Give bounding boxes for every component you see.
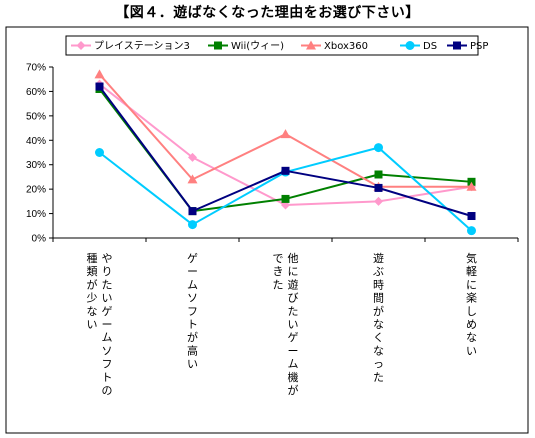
- legend-entry: DS: [400, 41, 437, 52]
- data-point: [467, 212, 476, 221]
- data-point: [281, 166, 290, 175]
- category-label-column: できた: [273, 252, 284, 291]
- category-label-column: 気軽に楽しめない: [466, 251, 477, 357]
- category-label: 遊ぶ時間がなくなった: [373, 251, 384, 384]
- legend-swatch-marker: [453, 41, 461, 50]
- y-tick-label: 20%: [26, 185, 46, 196]
- y-tick-label: 70%: [26, 63, 46, 74]
- legend-box: [65, 35, 479, 56]
- legend-swatch-marker: [214, 41, 222, 50]
- plot-area: [94, 69, 477, 236]
- data-point: [95, 148, 104, 157]
- data-point: [374, 143, 383, 153]
- category-label-column: 遊ぶ時間がなくなった: [373, 251, 384, 384]
- legend-label: プレイステーション3: [94, 40, 190, 52]
- category-label-column: やりたいゲームソフトの: [102, 252, 113, 397]
- data-point: [187, 174, 198, 184]
- data-point: [281, 194, 290, 203]
- legend-entry: プレイステーション3: [71, 40, 190, 52]
- legend-entry: Xbox360: [301, 40, 368, 52]
- series-5: [95, 82, 476, 221]
- category-label: 気軽に楽しめない: [466, 251, 477, 357]
- data-point: [188, 152, 197, 162]
- legend-swatch-marker: [76, 41, 86, 50]
- legend-label: PSP: [470, 41, 488, 52]
- data-point: [280, 129, 291, 139]
- category-label-column: ゲームソフトが高い: [187, 252, 198, 371]
- legend-label: Xbox360: [324, 41, 368, 52]
- y-axis: 0% 10% 20% 30% 40% 50% 60% 70%: [26, 63, 54, 245]
- category-label-column: 他に遊びたいゲーム機が: [288, 252, 299, 397]
- category-label: ゲームソフトが高い: [187, 252, 198, 371]
- data-point: [94, 69, 105, 79]
- y-tick-label: 40%: [26, 136, 46, 147]
- category-label-column: 種類が少ない: [87, 251, 98, 331]
- data-point: [374, 196, 383, 206]
- legend-entry: PSP: [447, 41, 488, 52]
- legend: プレイステーション3 Wii(ウィー) Xbox360 DS PSP: [71, 40, 488, 52]
- y-tick-label: 50%: [26, 111, 46, 122]
- data-point: [188, 207, 197, 216]
- legend-label: Wii(ウィー): [231, 40, 284, 52]
- y-tick-label: 10%: [26, 209, 46, 220]
- legend-entry: Wii(ウィー): [208, 40, 284, 52]
- data-point: [466, 181, 477, 191]
- legend-label: DS: [423, 41, 437, 52]
- x-axis: [52, 237, 519, 242]
- legend-swatch-marker: [306, 40, 316, 50]
- data-point: [188, 220, 197, 230]
- y-tick-label: 60%: [26, 87, 46, 98]
- y-tick-label: 0%: [32, 234, 47, 245]
- data-point: [95, 82, 104, 91]
- legend-swatch-marker: [405, 41, 415, 50]
- chart-frame: [5, 26, 529, 434]
- data-point: [374, 170, 383, 179]
- page-title: 【図４．遊ばなくなった理由をお選び下さい】: [115, 5, 420, 21]
- data-point: [467, 226, 476, 236]
- data-point: [374, 183, 383, 192]
- y-tick-label: 30%: [26, 160, 46, 171]
